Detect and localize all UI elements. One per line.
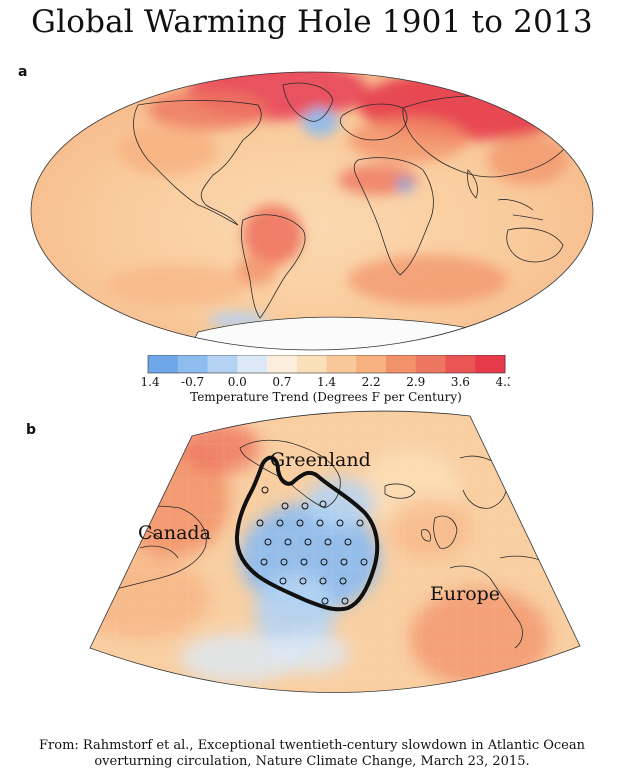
- colorbar-tick-label: 2.9: [406, 375, 425, 389]
- map-b-frame: [89, 410, 581, 693]
- colorbar-swatch: [237, 355, 268, 373]
- coastlines: [133, 82, 568, 319]
- colorbar-swatch: [148, 355, 179, 373]
- label-greenland: Greenland: [270, 449, 371, 471]
- colorbar-gradient: [148, 355, 506, 373]
- map-border: [30, 71, 594, 351]
- colorbar-swatch: [415, 355, 446, 373]
- colorbar-swatch: [386, 355, 417, 373]
- colorbar-tick-label: 0.7: [272, 375, 291, 389]
- colorbar-tick-label: 4.3: [495, 375, 510, 389]
- colorbar-swatch: [296, 355, 327, 373]
- colorbar-frame: [147, 355, 506, 374]
- colorbar-tick-label: 2.2: [362, 375, 381, 389]
- significance-markers: [256, 486, 368, 605]
- colorbar-swatch: [267, 355, 298, 373]
- colorbar-tick-label: 1.4: [317, 375, 336, 389]
- colorbar-ticks: -1.4 -0.7 0.0 0.7 1.4 2.2 2.9 3.6 4.3: [140, 375, 510, 389]
- colorbar-tick-label: -0.7: [181, 375, 204, 389]
- colorbar: -1.4 -0.7 0.0 0.7 1.4 2.2 2.9 3.6 4.3 Temperatur…: [140, 355, 510, 404]
- label-canada: Canada: [138, 522, 211, 544]
- north-atlantic-map: Greenland Canada Europe: [89, 410, 581, 693]
- colorbar-swatch: [177, 355, 208, 373]
- source-line-2: overturning circulation, Nature Climate …: [94, 754, 530, 769]
- colorbar-tick-label: -1.4: [140, 375, 160, 389]
- colorbar-swatch: [445, 355, 476, 373]
- map-b-coastlines: [90, 439, 561, 649]
- colorbar-swatch: [475, 355, 506, 373]
- colorbar-tick-label: 0.0: [228, 375, 247, 389]
- label-europe: Europe: [430, 583, 500, 605]
- colorbar-swatch: [326, 355, 357, 373]
- colorbar-label: Temperature Trend (Degrees F per Century…: [190, 390, 462, 404]
- colorbar-swatch: [356, 355, 387, 373]
- source-line-1: From: Rahmstorf et al., Exceptional twen…: [39, 738, 585, 753]
- warming-hole-outline: [234, 455, 380, 612]
- colorbar-tick-label: 3.6: [451, 375, 470, 389]
- panel-b-label: b: [26, 422, 37, 438]
- colorbar-swatch: [207, 355, 238, 373]
- panel-a-label: a: [18, 64, 28, 80]
- global-temperature-trend-map: [30, 71, 594, 351]
- page-title: Global Warming Hole 1901 to 2013: [31, 4, 593, 40]
